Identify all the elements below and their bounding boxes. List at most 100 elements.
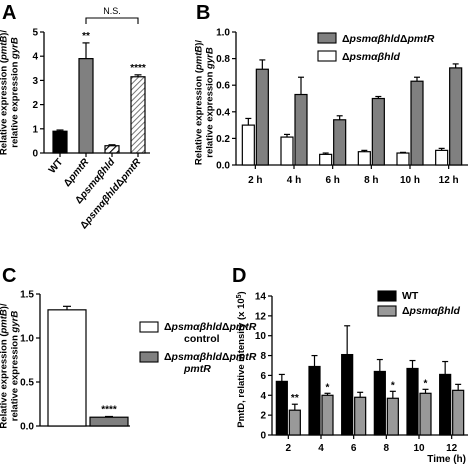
y-tick-label: 1 [32,124,38,135]
bar [333,119,347,166]
y-tick-label: 10 [255,331,267,342]
y-tick-label: 3 [32,76,38,87]
x-tick-label: 8 [384,443,390,454]
legend-swatch [317,32,337,44]
legend-swatch [139,351,159,363]
y-tick-label: 4 [260,391,266,402]
chart-panel-c: 0.0 0.5 1.0 1.5 Relative expression (pmtB)/r… [0,290,257,433]
x-tick-label: 8 h [364,175,378,186]
y-axis-label: Relative expression (pmtB)/ [0,30,10,155]
y-tick-label: 0.5 [20,378,34,389]
significance-bracket [85,17,139,24]
bar [89,416,129,427]
bar [354,396,367,436]
y-tick-label: 0.6 [216,81,230,92]
y-tick-label: 1.0 [216,28,230,39]
legend-label: WT [402,290,419,302]
bar [47,309,87,427]
y-axis-label: Relative expression (pmtB)/ [194,40,205,165]
significance-label: ** [291,393,299,404]
bar [435,149,449,166]
bar [275,380,288,436]
chart-panel-d: 0 2 4 6 8 10 12 14 PmtD, relative intensity (x 1… [236,290,468,465]
y-tick-label: 0.4 [216,107,230,118]
bar [406,367,419,436]
y-tick-label: 12 [255,311,267,322]
y-tick-label: 1.5 [20,290,34,301]
y-tick-label: 14 [255,292,267,303]
y-tick-label: 0.8 [216,54,230,65]
x-tick-label: 2 [286,443,292,454]
bar [357,151,371,166]
bar [410,80,424,166]
x-tick-label: 10 h [400,175,420,186]
legend-label: ΔpsmαβhldΔpmtR [342,33,435,45]
legend-label: ΔpsmαβhldΔpmtR [164,321,257,333]
chart-panel-b: 0.0 0.2 0.4 0.6 0.8 1.0 Relative expression (p… [194,28,468,186]
significance-label: * [391,380,395,391]
x-tick-label: 2 h [248,175,262,186]
legend-label: control [184,333,220,345]
significance-label: ** [82,31,90,42]
bar [288,409,301,436]
y-tick-label: 2 [260,411,266,422]
legend-swatch [317,50,337,62]
x-tick-label: 6 h [325,175,339,186]
significance-label: * [326,382,330,393]
legend-label: pmtR [183,363,211,375]
significance-label: **** [101,404,117,415]
x-tick-label: 12 [446,443,458,454]
y-tick-label: 0.0 [216,161,230,172]
bar [373,370,386,436]
bar [294,93,308,166]
bar [130,76,146,154]
bar [104,145,120,154]
y-tick-label: 4 [32,52,38,63]
bar [308,365,321,436]
bar [321,394,334,436]
y-tick-label: 2 [32,100,38,111]
y-tick-label: 5 [32,28,38,39]
bar [396,152,410,166]
legend-swatch [377,290,397,302]
y-axis-label: Relative expression (pmtB)/ [0,303,10,428]
y-tick-label: 8 [260,351,266,362]
bar [341,353,354,436]
bar [241,124,255,166]
y-tick-label: 0 [32,149,38,160]
bar [371,97,385,166]
x-tick-label: 4 h [287,175,301,186]
legend-label: ΔpsmαβhldΔpmtR [164,351,257,363]
bar [52,130,68,154]
x-tick-label: 4 [318,443,324,454]
panel-letter-c: C [2,265,16,287]
bar [419,392,432,436]
panel-letter-a: A [2,2,16,24]
x-axis-label: Time (h) [427,454,466,465]
y-axis-label: PmtD, relative intensity (x 105) [236,291,248,427]
bar [452,389,465,436]
x-tick-label: WT [47,157,65,176]
legend-swatch [377,305,397,317]
y-tick-label: 0.0 [20,422,34,433]
y-tick-label: 0 [260,431,266,442]
x-tick-label: 10 [413,443,425,454]
panel-letter-b: B [196,2,210,24]
y-tick-label: 0.2 [216,134,230,145]
bar [319,153,333,166]
bar [280,136,294,166]
y-tick-label: 6 [260,371,266,382]
bar [449,67,463,166]
significance-label: **** [130,63,146,74]
bracket-label: N.S. [103,6,121,16]
y-axis-label: relative expression gyrB [10,311,21,422]
legend-label: Δpsmαβhld [402,305,460,317]
y-axis-label: relative expression gyrB [205,47,216,158]
bar [386,397,399,436]
legend-swatch [139,321,159,333]
bar [255,68,269,166]
bar [78,58,94,154]
y-axis-label: relative expression gyrB [10,37,21,148]
x-tick-label: 6 [351,443,357,454]
